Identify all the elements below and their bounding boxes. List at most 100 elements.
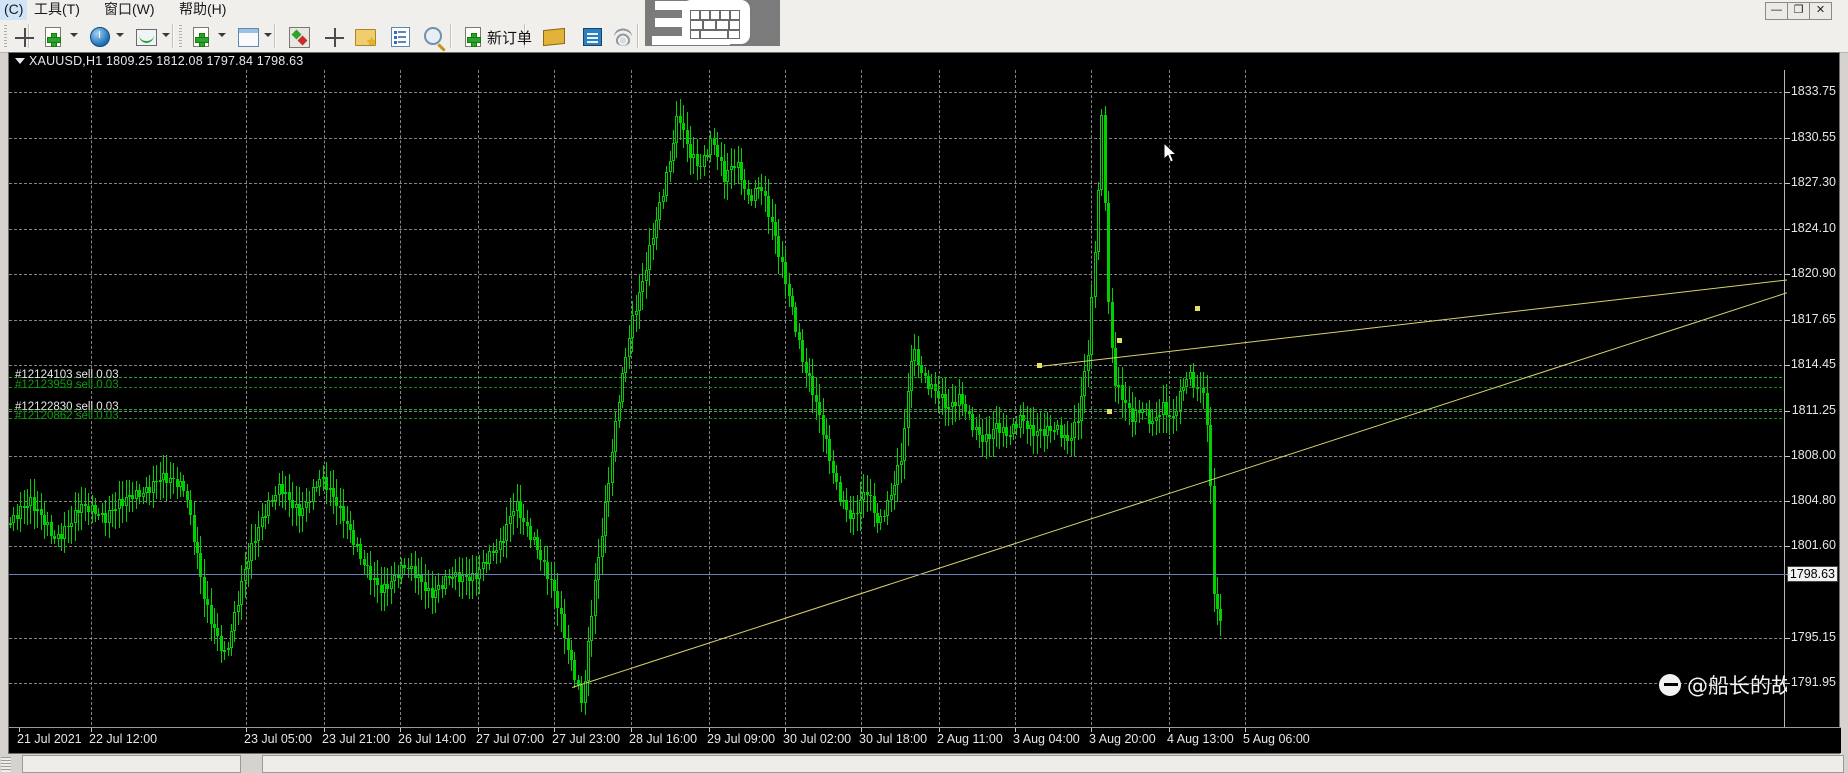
candle-body (352, 530, 355, 546)
candle-body (733, 166, 736, 168)
period-icon[interactable] (86, 23, 114, 51)
price-scale-label: 1808.00 (1790, 448, 1836, 462)
candle-body (1026, 421, 1029, 429)
strategy-tester-magnifier-icon[interactable] (420, 23, 448, 51)
toolbar-grip[interactable] (179, 25, 182, 47)
candle-body (1117, 384, 1120, 387)
horizontal-gridline (9, 229, 1787, 230)
close-button[interactable]: ✕ (1809, 2, 1832, 20)
toolbar-separator (637, 24, 639, 48)
trendline-anchor-point[interactable] (1037, 363, 1042, 368)
candle-body (740, 162, 743, 181)
candle-body (604, 501, 607, 537)
trendline-upper[interactable] (572, 245, 1787, 688)
trendline-lower[interactable] (1039, 277, 1787, 367)
candle-body (63, 526, 66, 539)
templates-dropdown-arrow[interactable] (218, 33, 226, 37)
chart-window[interactable]: XAUUSD,H1 1809.25 1812.08 1797.84 1798.6… (8, 52, 1841, 754)
candle-body (1060, 425, 1063, 439)
order-level-line[interactable] (9, 377, 1787, 378)
candle-body (318, 479, 321, 487)
period-dropdown-arrow[interactable] (116, 33, 124, 37)
candle-body (1083, 371, 1086, 396)
candle-body (699, 165, 702, 167)
menu-item-tools[interactable]: 工具(T) (34, 1, 80, 17)
templates-icon[interactable] (188, 23, 216, 51)
windows-tile-dropdown-arrow[interactable] (264, 33, 272, 37)
order-level-line[interactable] (9, 409, 1787, 410)
candle-body (614, 421, 617, 452)
minimize-button[interactable]: — (1765, 2, 1788, 20)
candle-body (774, 221, 777, 237)
order-label[interactable]: #12124103 sell 0.03 (15, 369, 119, 381)
restore-button[interactable]: ❐ (1787, 2, 1810, 20)
new-order-label[interactable]: 新订单 (487, 29, 533, 47)
new-chart-icon[interactable] (40, 23, 68, 51)
news-book-icon[interactable] (578, 23, 606, 51)
candle-body (696, 153, 699, 166)
navigator-folder-icon[interactable]: ★ (352, 23, 380, 51)
candle-body (1185, 379, 1188, 388)
candle-body (131, 494, 134, 500)
candle-body (16, 514, 19, 519)
current-price-line (9, 574, 1787, 575)
candle-body (873, 495, 876, 514)
new-chart-dropdown-arrow[interactable] (70, 33, 78, 37)
candle-body (607, 482, 610, 502)
time-axis-label: 5 Aug 06:00 (1243, 732, 1310, 746)
market-watch-icon[interactable] (285, 23, 313, 51)
mail-envelope-icon[interactable] (540, 23, 568, 51)
candle-body (386, 584, 389, 590)
candle-body (845, 499, 848, 511)
chart-type-icon[interactable] (132, 23, 160, 51)
signals-icon[interactable] (610, 23, 638, 51)
trendline-anchor-point[interactable] (1117, 338, 1122, 343)
order-level-line[interactable] (9, 418, 1787, 419)
order-label[interactable]: #12123959 sell 0.03 (15, 379, 119, 391)
status-bar-grip[interactable] (1, 757, 11, 772)
menu-item-help[interactable]: 帮助(H) (179, 1, 227, 17)
toolbar-grip[interactable] (4, 25, 7, 47)
chart-collapse-caret-icon[interactable] (15, 58, 25, 64)
horizontal-gridline (9, 92, 1787, 93)
candle-body (407, 567, 410, 569)
crosshair-axis-icon[interactable] (8, 23, 36, 51)
candle-body (458, 572, 461, 583)
chart-plot-area[interactable]: #12124103 sell 0.03 #12123959 sell 0.03 #1… (9, 70, 1787, 730)
virtual-keyboard-icon[interactable] (682, 0, 750, 44)
candle-body (764, 191, 767, 197)
candle-body (1151, 420, 1154, 425)
candle-body (499, 541, 502, 550)
windows-tile-icon[interactable] (234, 23, 262, 51)
candle-body (672, 142, 675, 161)
order-label[interactable]: #12120862 sell 0.03 (15, 410, 119, 422)
menu-item-window[interactable]: 窗口(W) (104, 1, 155, 17)
chart-type-dropdown-arrow[interactable] (162, 33, 170, 37)
candle-body (77, 510, 80, 514)
candle-body (709, 138, 712, 155)
price-scale[interactable]: 1833.75 1830.55 1827.30 1824.10 1820.90 1817.… (1784, 70, 1839, 730)
candle-body (1087, 355, 1090, 372)
vertical-gridline (554, 70, 555, 730)
trendline-anchor-point[interactable] (1195, 306, 1200, 311)
crosshair-icon[interactable] (320, 23, 348, 51)
candle-body (971, 413, 974, 431)
price-scale-label: 1804.80 (1790, 493, 1836, 507)
candle-body (995, 423, 998, 430)
candle-body (618, 402, 621, 422)
menu-item-context[interactable]: (C) (0, 0, 28, 20)
candle-body (461, 575, 464, 583)
new-order-icon[interactable] (460, 23, 488, 51)
time-axis[interactable]: 21 Jul 2021 22 Jul 12:00 23 Jul 05:00 23 Ju… (9, 727, 1841, 753)
chart-header: XAUUSD,H1 1809.25 1812.08 1797.84 1798.6… (9, 53, 1839, 70)
terminal-list-icon[interactable] (386, 23, 414, 51)
order-label[interactable]: #12122830 sell 0.03 (15, 401, 119, 413)
candle-body (227, 647, 230, 650)
trendline-anchor-point[interactable] (1107, 409, 1112, 414)
candle-body (1019, 415, 1022, 428)
candle-body (536, 537, 539, 551)
order-level-line[interactable] (9, 387, 1787, 388)
candle-body (125, 496, 128, 506)
candle-body (1148, 409, 1151, 425)
candle-body (594, 580, 597, 617)
